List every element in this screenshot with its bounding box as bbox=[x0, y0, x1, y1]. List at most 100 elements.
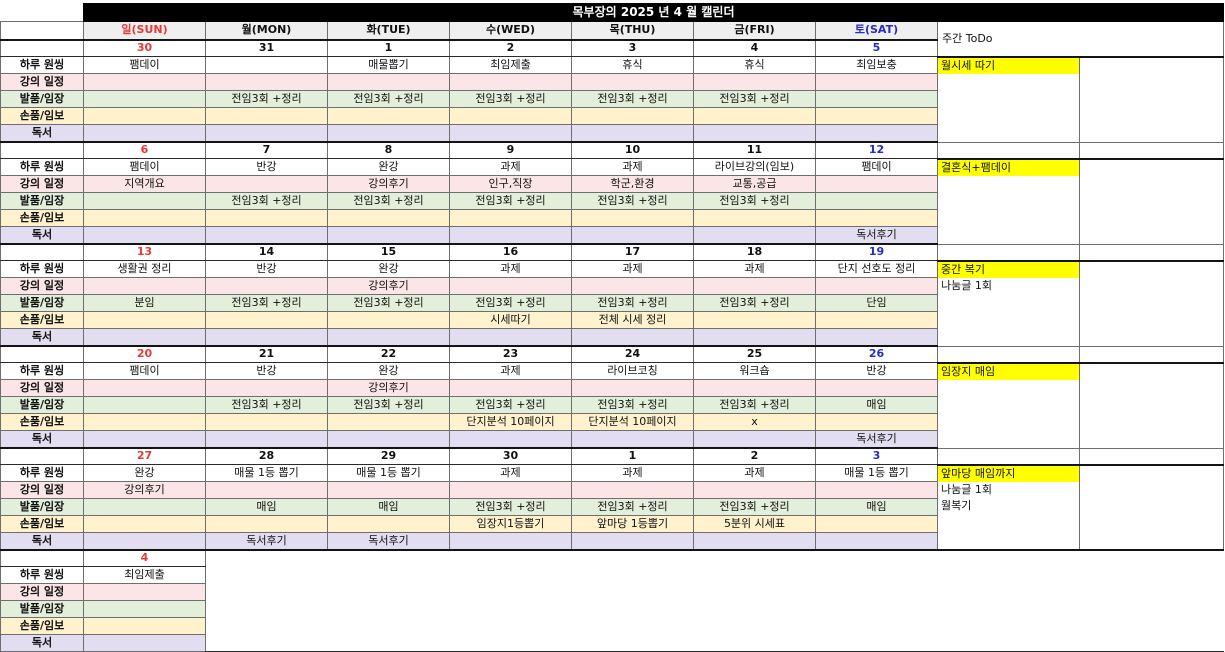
calendar-cell[interactable]: 전임3회 +정리 bbox=[693, 498, 816, 516]
calendar-cell[interactable]: 앞마당 1등뽑기 bbox=[571, 515, 694, 533]
date-cell[interactable]: 27 bbox=[83, 447, 206, 465]
todo-extra-cell[interactable] bbox=[1079, 157, 1224, 245]
row-label[interactable]: 독서 bbox=[0, 532, 84, 551]
calendar-cell[interactable] bbox=[693, 124, 816, 143]
calendar-cell[interactable]: 독서후기 bbox=[815, 226, 938, 245]
calendar-cell[interactable] bbox=[815, 175, 938, 193]
calendar-cell[interactable] bbox=[571, 532, 694, 551]
calendar-cell[interactable] bbox=[83, 430, 206, 449]
calendar-cell[interactable]: 전임3회 +정리 bbox=[449, 90, 572, 108]
calendar-cell[interactable]: 과제 bbox=[449, 260, 572, 278]
calendar-cell[interactable] bbox=[83, 413, 206, 431]
calendar-cell[interactable] bbox=[327, 209, 450, 227]
todo-extra-cell[interactable] bbox=[1079, 259, 1224, 347]
calendar-cell[interactable] bbox=[205, 430, 328, 449]
date-cell[interactable]: 22 bbox=[327, 345, 450, 363]
calendar-cell[interactable] bbox=[571, 379, 694, 397]
date-cell[interactable]: 28 bbox=[205, 447, 328, 465]
calendar-cell[interactable] bbox=[205, 107, 328, 125]
calendar-cell[interactable]: 라이브코칭 bbox=[571, 362, 694, 380]
calendar-cell[interactable]: 반강 bbox=[815, 362, 938, 380]
calendar-cell[interactable] bbox=[327, 107, 450, 125]
calendar-cell[interactable] bbox=[327, 481, 450, 499]
calendar-cell[interactable] bbox=[815, 73, 938, 91]
calendar-cell[interactable]: 전임3회 +정리 bbox=[327, 192, 450, 210]
calendar-cell[interactable]: 지역개요 bbox=[83, 175, 206, 193]
calendar-cell[interactable]: 단지 선호도 정리 bbox=[815, 260, 938, 278]
calendar-cell[interactable] bbox=[205, 413, 328, 431]
weekly-todo-cell[interactable]: 월시세 따기 bbox=[937, 55, 1080, 143]
calendar-cell[interactable] bbox=[83, 532, 206, 551]
calendar-cell[interactable]: 완강 bbox=[327, 260, 450, 278]
calendar-cell[interactable]: 매임 bbox=[327, 498, 450, 516]
weekly-todo-cell[interactable]: 결혼식+팸데이 bbox=[937, 157, 1080, 245]
calendar-cell[interactable]: 휴식 bbox=[693, 56, 816, 74]
day-header-mon[interactable]: 월(MON) bbox=[205, 21, 328, 41]
row-label[interactable]: 강의 일정 bbox=[0, 175, 84, 193]
calendar-cell[interactable] bbox=[83, 277, 206, 295]
calendar-cell[interactable] bbox=[205, 328, 328, 347]
calendar-cell[interactable]: 전임3회 +정리 bbox=[571, 192, 694, 210]
calendar-cell[interactable]: 독서후기 bbox=[815, 430, 938, 449]
calendar-cell[interactable] bbox=[815, 311, 938, 329]
calendar-cell[interactable] bbox=[83, 515, 206, 533]
date-cell[interactable]: 30 bbox=[83, 39, 206, 57]
calendar-cell[interactable] bbox=[693, 107, 816, 125]
calendar-cell[interactable]: 완강 bbox=[327, 158, 450, 176]
calendar-cell[interactable] bbox=[327, 124, 450, 143]
calendar-cell[interactable]: 전임3회 +정리 bbox=[205, 192, 328, 210]
day-header-tue[interactable]: 화(TUE) bbox=[327, 21, 450, 41]
calendar-cell[interactable] bbox=[815, 515, 938, 533]
calendar-cell[interactable] bbox=[327, 226, 450, 245]
calendar-cell[interactable]: 완강 bbox=[327, 362, 450, 380]
calendar-cell[interactable] bbox=[815, 532, 938, 551]
row-label[interactable]: 독서 bbox=[0, 124, 84, 143]
calendar-cell[interactable] bbox=[693, 379, 816, 397]
row-label[interactable]: 손품/임보 bbox=[0, 209, 84, 227]
date-cell[interactable]: 1 bbox=[571, 447, 694, 465]
calendar-cell[interactable] bbox=[83, 600, 206, 618]
calendar-cell[interactable]: 전임3회 +정리 bbox=[205, 294, 328, 312]
date-cell[interactable]: 2 bbox=[693, 447, 816, 465]
calendar-cell[interactable] bbox=[83, 107, 206, 125]
calendar-cell[interactable]: 전임3회 +정리 bbox=[449, 192, 572, 210]
row-label[interactable]: 강의 일정 bbox=[0, 481, 84, 499]
calendar-cell[interactable]: 전임3회 +정리 bbox=[449, 498, 572, 516]
weekly-todo-cell[interactable]: 앞마당 매임까지 나눔글 1회 월복기 bbox=[937, 463, 1080, 551]
calendar-cell[interactable]: 라이브강의(임보) bbox=[693, 158, 816, 176]
calendar-cell[interactable] bbox=[449, 430, 572, 449]
todo-extra-cell[interactable] bbox=[1079, 463, 1224, 551]
calendar-cell[interactable]: 전임3회 +정리 bbox=[693, 396, 816, 414]
calendar-cell[interactable] bbox=[83, 617, 206, 635]
row-label[interactable]: 손품/임보 bbox=[0, 311, 84, 329]
calendar-cell[interactable] bbox=[693, 328, 816, 347]
date-cell[interactable]: 13 bbox=[83, 243, 206, 261]
calendar-cell[interactable] bbox=[327, 328, 450, 347]
calendar-cell[interactable] bbox=[205, 379, 328, 397]
day-header-wed[interactable]: 수(WED) bbox=[449, 21, 572, 41]
row-label[interactable]: 하루 원씽 bbox=[0, 464, 84, 482]
date-cell[interactable]: 25 bbox=[693, 345, 816, 363]
calendar-cell[interactable]: 팸데이 bbox=[83, 362, 206, 380]
calendar-cell[interactable] bbox=[693, 277, 816, 295]
calendar-cell[interactable]: 강의후기 bbox=[327, 379, 450, 397]
day-header-sat[interactable]: 토(SAT) bbox=[815, 21, 938, 41]
calendar-cell[interactable]: 완강 bbox=[83, 464, 206, 482]
calendar-cell[interactable]: 임장지1등뽑기 bbox=[449, 515, 572, 533]
calendar-cell[interactable] bbox=[205, 481, 328, 499]
row-label[interactable]: 손품/임보 bbox=[0, 515, 84, 533]
calendar-cell[interactable] bbox=[815, 379, 938, 397]
todo-extra-cell[interactable] bbox=[1079, 361, 1224, 449]
date-cell[interactable]: 12 bbox=[815, 141, 938, 159]
calendar-cell[interactable]: 과제 bbox=[571, 464, 694, 482]
calendar-cell[interactable]: 과제 bbox=[693, 464, 816, 482]
calendar-cell[interactable]: 매물 1등 뽑기 bbox=[205, 464, 328, 482]
calendar-cell[interactable]: 전임3회 +정리 bbox=[571, 90, 694, 108]
calendar-cell[interactable] bbox=[815, 413, 938, 431]
date-cell[interactable]: 18 bbox=[693, 243, 816, 261]
calendar-cell[interactable] bbox=[693, 226, 816, 245]
calendar-cell[interactable] bbox=[327, 311, 450, 329]
calendar-cell[interactable] bbox=[571, 107, 694, 125]
date-cell[interactable]: 6 bbox=[83, 141, 206, 159]
calendar-cell[interactable] bbox=[815, 90, 938, 108]
